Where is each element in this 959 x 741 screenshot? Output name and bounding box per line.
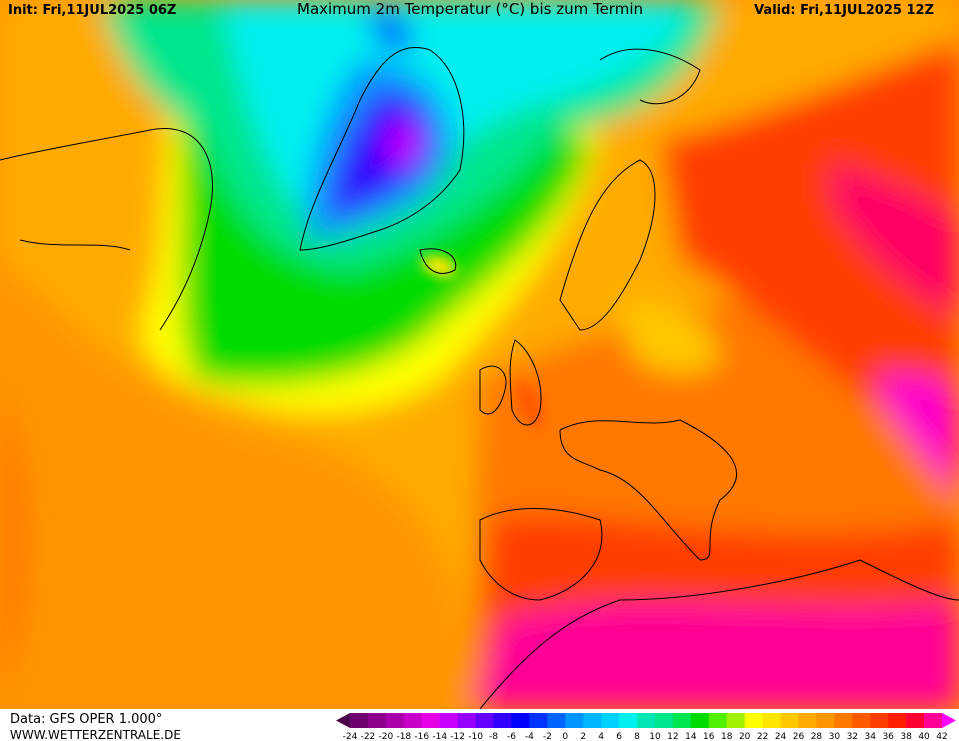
colorbar-label: 22 (757, 732, 768, 741)
colorbar-swatch (565, 713, 584, 728)
colorbar-label: -14 (432, 732, 447, 741)
colorbar-swatch (816, 713, 835, 728)
valid-time: Valid: Fri,11JUL2025 12Z (754, 3, 934, 18)
colorbar-label: 8 (634, 732, 640, 741)
colorbar-swatch (529, 713, 548, 728)
init-time: Init: Fri,11JUL2025 06Z (8, 3, 176, 18)
colorbar-swatch (367, 713, 387, 728)
colorbar-label: 20 (739, 732, 751, 741)
colorbar-swatch (601, 713, 620, 728)
colorbar-label: -18 (396, 732, 411, 741)
colorbar-swatch (475, 713, 495, 728)
colorbar-label: 2 (580, 732, 586, 741)
colorbar-swatch (439, 713, 459, 728)
colorbar-swatch (385, 713, 405, 728)
colorbar-swatch (744, 713, 764, 728)
colorbar-swatch (708, 713, 728, 728)
colorbar-arrow-low (336, 713, 350, 728)
colorbar-label: 42 (936, 732, 947, 741)
colorbar-swatch (888, 713, 907, 728)
colorbar-swatch (511, 713, 530, 728)
colorbar-label: -8 (489, 732, 498, 741)
temperature-field (0, 0, 959, 709)
colorbar-arrow-high (942, 713, 956, 728)
colorbar-swatch (798, 713, 817, 728)
colorbar-label: 34 (865, 732, 877, 741)
colorbar-label: 4 (598, 732, 604, 741)
colorbar-swatch (924, 713, 943, 728)
colorbar-label: 28 (811, 732, 823, 741)
colorbar-swatch (870, 713, 889, 728)
colorbar-swatch (672, 713, 692, 728)
map-title: Maximum 2m Temperatur (°C) bis zum Termi… (297, 0, 643, 18)
colorbar-label: 26 (793, 732, 805, 741)
colorbar-label: -2 (543, 732, 552, 741)
colorbar-swatch (547, 713, 566, 728)
colorbar-label: -6 (507, 732, 516, 741)
colorbar-swatch (654, 713, 674, 728)
colorbar-swatch (852, 713, 871, 728)
colorbar-swatch (619, 713, 638, 728)
colorbar-swatch (834, 713, 853, 728)
colorbar-label: 6 (616, 732, 622, 741)
colorbar-label: 12 (667, 732, 678, 741)
colorbar: -24 -22 -20 -18 -16 -14 -12 -10 -8 -6 -4 -2 0 2 4 6 8 10 1… (336, 713, 956, 741)
colorbar-swatch (637, 713, 656, 728)
colorbar-label: 38 (900, 732, 912, 741)
colorbar-swatch (493, 713, 512, 728)
colorbar-label: -16 (414, 732, 429, 741)
colorbar-label: 40 (918, 732, 930, 741)
colorbar-label: 0 (562, 732, 568, 741)
colorbar-label: -22 (361, 732, 376, 741)
colorbar-label: -10 (468, 732, 483, 741)
colorbar-label: 14 (685, 732, 697, 741)
colorbar-swatch (780, 713, 799, 728)
colorbar-label: 24 (775, 732, 787, 741)
colorbar-swatch (583, 713, 602, 728)
colorbar-label: -4 (525, 732, 534, 741)
colorbar-label: 16 (703, 732, 715, 741)
colorbar-swatch (906, 713, 925, 728)
colorbar-swatch (457, 713, 477, 728)
colorbar-label: -12 (450, 732, 465, 741)
colorbar-label: 36 (882, 732, 894, 741)
colorbar-label: 10 (649, 732, 661, 741)
colorbar-swatch (421, 713, 441, 728)
colorbar-swatch (350, 713, 369, 728)
colorbar-label: -24 (343, 732, 358, 741)
data-source: Data: GFS OPER 1.000° (10, 712, 162, 727)
colorbar-label: 32 (847, 732, 858, 741)
colorbar-swatch (403, 713, 423, 728)
colorbar-swatch (726, 713, 746, 728)
colorbar-label: -20 (379, 732, 394, 741)
colorbar-label: 18 (721, 732, 733, 741)
coastlines (0, 46, 959, 709)
site-name: WWW.WETTERZENTRALE.DE (10, 728, 181, 741)
colorbar-swatch (762, 713, 782, 728)
colorbar-label: 30 (829, 732, 841, 741)
colorbar-swatch (690, 713, 710, 728)
